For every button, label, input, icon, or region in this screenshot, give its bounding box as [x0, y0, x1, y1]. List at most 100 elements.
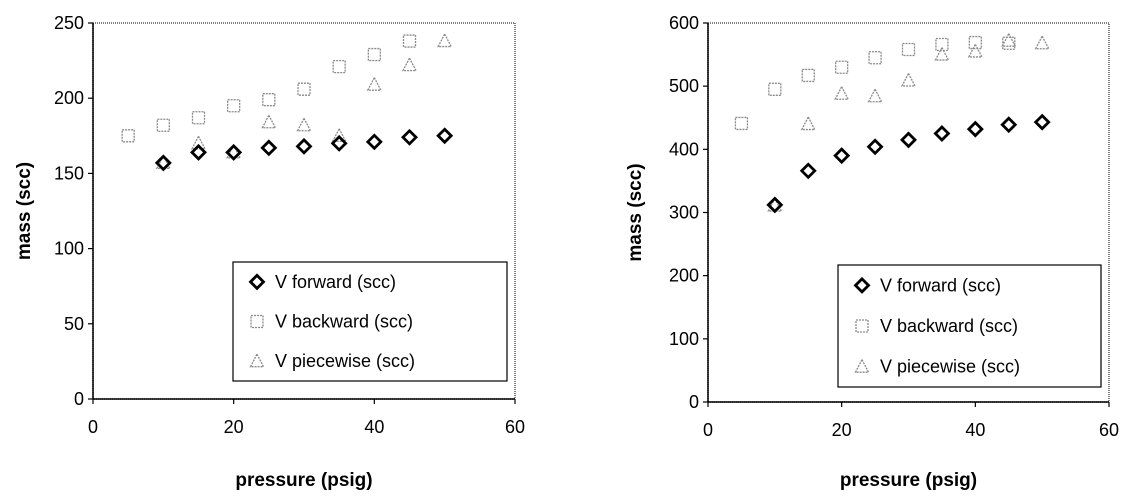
legend-marker: [853, 276, 871, 294]
chart-left-svg: 0 50 100 150 200 250 0 20 40 60 pressure (psig) mas…: [14, 13, 525, 491]
y-tick-label: 400: [669, 139, 699, 159]
legend: V forward (scc) V backward (scc) V piecewi…: [837, 264, 1102, 388]
y-tick-label: 600: [669, 13, 699, 33]
series-diamond: [766, 113, 1051, 214]
y-tick-label: 50: [64, 314, 84, 334]
data-point: [225, 143, 243, 161]
x-axis-title: pressure (psig): [235, 470, 372, 491]
data-point: [835, 60, 849, 74]
data-point: [191, 111, 206, 125]
y-tick-label: 0: [689, 392, 699, 412]
data-point: [331, 127, 347, 142]
x-tick-label: 40: [965, 420, 985, 440]
data-point: [190, 143, 207, 161]
legend-label: V backward (scc): [880, 316, 1018, 336]
data-point: [1034, 34, 1050, 50]
y-tick-label: 250: [54, 13, 84, 33]
data-point: [262, 93, 276, 107]
data-point: [801, 68, 815, 83]
data-point: [437, 32, 453, 48]
series-triangle: [155, 32, 453, 170]
data-point: [365, 133, 383, 151]
legend-label: V piecewise (scc): [275, 351, 415, 371]
legend-label: V forward (scc): [275, 272, 396, 292]
chart-right: 0 100 200 300 400 500 600 0 20 40 60 pressure (psig…: [565, 0, 1129, 498]
legend: V forward (scc) V backward (scc) V piecewi…: [232, 261, 508, 382]
data-point: [155, 154, 171, 170]
data-point: [866, 138, 884, 156]
data-point: [156, 118, 170, 132]
data-point: [261, 113, 277, 129]
data-point: [260, 139, 278, 157]
chart-left: 0 50 100 150 200 250 0 20 40 60 pressure (psig) mas…: [14, 13, 525, 491]
legend-marker: [854, 358, 870, 373]
y-tick-label: 500: [669, 76, 699, 96]
x-tick-label: 60: [1099, 420, 1119, 440]
data-point: [867, 87, 883, 103]
data-point: [834, 85, 850, 100]
data-point: [332, 59, 346, 74]
series-triangle: [767, 32, 1050, 212]
y-tick-label: 200: [669, 266, 699, 286]
data-point: [402, 34, 417, 48]
data-point: [1000, 116, 1018, 134]
x-tick-label: 20: [832, 420, 852, 440]
legend-box: [837, 264, 1102, 388]
y-tick-label: 150: [54, 163, 84, 183]
y-axis-title: mass (scc): [625, 163, 646, 261]
data-point: [767, 197, 783, 212]
chart-right-svg: 0 100 200 300 400 500 600 0 20 40 60 pressure (psig…: [625, 13, 1119, 491]
legend-marker: [248, 273, 266, 291]
data-point: [401, 56, 418, 72]
legend-marker: [855, 319, 869, 333]
legend-label: V forward (scc): [880, 275, 1001, 295]
data-point: [226, 143, 242, 159]
data-point: [1002, 36, 1016, 50]
data-point: [1001, 32, 1017, 47]
data-point: [297, 82, 311, 96]
data-point: [967, 43, 983, 58]
data-point: [900, 72, 917, 87]
data-point: [933, 125, 951, 143]
x-tick-label: 0: [88, 417, 98, 437]
data-point: [800, 115, 816, 131]
data-point: [868, 51, 882, 65]
data-point: [154, 154, 172, 172]
data-point: [768, 82, 782, 96]
data-point: [190, 134, 207, 150]
data-point: [1033, 113, 1051, 131]
legend-marker: [249, 352, 265, 368]
y-axis-title: mass (scc): [14, 162, 35, 260]
data-point: [296, 116, 312, 132]
series-square: [121, 34, 417, 143]
data-point: [833, 147, 851, 165]
y-tick-label: 100: [669, 329, 699, 349]
data-point: [367, 47, 381, 62]
data-point: [227, 99, 241, 113]
legend-marker: [250, 314, 264, 329]
data-point: [799, 162, 817, 180]
y-tick-label: 200: [54, 88, 84, 108]
data-point: [766, 196, 784, 214]
data-point: [436, 127, 454, 145]
data-point: [295, 137, 313, 155]
x-tick-label: 0: [703, 420, 713, 440]
y-tick-label: 300: [669, 203, 699, 223]
data-point: [401, 128, 418, 146]
y-tick-label: 100: [54, 239, 84, 259]
data-point: [901, 42, 916, 57]
data-point: [121, 129, 135, 143]
legend-label: V backward (scc): [275, 312, 413, 332]
x-tick-label: 40: [364, 417, 384, 437]
x-tick-label: 60: [505, 417, 525, 437]
y-tick-label: 0: [74, 389, 84, 409]
series-diamond: [154, 127, 454, 172]
legend-box: [232, 261, 508, 382]
data-point: [968, 35, 982, 50]
data-point: [934, 46, 950, 61]
data-point: [366, 76, 382, 91]
data-point: [330, 134, 348, 152]
x-axis-title: pressure (psig): [840, 470, 977, 491]
data-point: [734, 116, 749, 131]
legend-label: V piecewise (scc): [880, 357, 1020, 377]
